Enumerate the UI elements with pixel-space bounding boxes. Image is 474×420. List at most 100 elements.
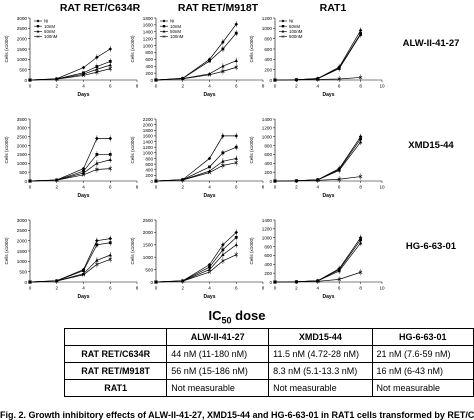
y-tick-label: 500: [145, 267, 153, 272]
y-axis-label: Cells (x1000): [249, 237, 254, 265]
x-tick-label: 0: [29, 185, 32, 190]
y-tick-label: 1000: [143, 255, 154, 260]
y-tick-label: 2000: [143, 230, 154, 235]
data-point: [95, 161, 99, 165]
y-tick-label: 1000: [17, 259, 28, 264]
data-point: [81, 173, 86, 177]
data-point: [337, 277, 341, 282]
x-tick-label: 10: [379, 84, 385, 89]
x-tick-label: 8: [136, 286, 139, 291]
data-point: [108, 241, 112, 245]
y-tick-label: 1500: [143, 243, 154, 248]
x-tick-label: 0: [274, 286, 277, 291]
data-point: [234, 22, 239, 26]
y-tick-label: 400: [264, 57, 272, 62]
x-tick-label: 4: [208, 185, 211, 190]
legend-label: 50nM: [289, 24, 300, 29]
x-axis-label: Days: [323, 92, 335, 98]
y-axis-label: Cells (x1000): [249, 35, 254, 63]
table-row: RAT RET/M918T 56 nM (15-186 nM) 8.3 nM (…: [63, 362, 474, 380]
y-axis-label: Cells (x1000): [4, 237, 9, 265]
y-tick-label: 600: [264, 47, 272, 52]
y-tick-label: 600: [264, 152, 272, 157]
y-tick-label: 3000: [17, 126, 28, 131]
y-tick-label: 1600: [143, 134, 154, 139]
y-tick-label: 2500: [17, 228, 28, 233]
x-tick-label: 0: [155, 84, 158, 89]
x-axis-label: Days: [204, 294, 216, 300]
table-row-label: RAT RET/C634R: [63, 345, 168, 363]
y-tick-label: 2500: [17, 135, 28, 140]
data-point: [234, 156, 238, 160]
y-tick-label: 1200: [262, 16, 273, 21]
data-point: [207, 267, 212, 271]
data-point: [337, 177, 341, 181]
y-tick-label: 1000: [17, 57, 28, 62]
data-point: [95, 136, 99, 141]
growth-chart-xmd-c634r: 0 500 1000 1500 2000 2500 3000 3500 0 2 4 6 8 Days Cel…: [4, 117, 139, 199]
legend-label: 50nM: [44, 29, 55, 34]
data-point: [95, 262, 99, 267]
growth-chart-alw-rat1: 0 200 400 600 800 1000 1200 0 2 4 6 8 10 Days Cells (x…: [249, 16, 385, 98]
y-tick-label: 0: [150, 179, 153, 184]
x-tick-label: 0: [155, 185, 158, 190]
data-point: [234, 65, 238, 69]
legend-label: 100nM: [289, 29, 303, 34]
data-point: [108, 157, 112, 162]
ic50-table: ALW-II-41-27 XMD15-44 HG-6-63-01 RAT RET…: [63, 328, 474, 397]
data-point: [81, 65, 86, 70]
data-point: [28, 280, 32, 284]
legend-marker: [281, 19, 285, 23]
data-point: [95, 153, 99, 156]
x-tick-label: 0: [29, 286, 32, 291]
data-point: [181, 77, 185, 81]
series-line: [274, 141, 361, 182]
x-tick-label: 2: [181, 185, 184, 190]
data-point: [358, 32, 363, 36]
data-point: [221, 163, 225, 168]
y-tick-label: 0: [24, 280, 27, 285]
y-axis-label: Cells (x1000): [4, 136, 9, 164]
data-point: [208, 165, 211, 169]
x-axis-label: Days: [204, 193, 216, 199]
y-tick-label: 500: [19, 269, 27, 274]
y-tick-label: 600: [264, 253, 272, 258]
legend-label: NI: [44, 19, 48, 24]
series-line: [155, 254, 237, 283]
y-tick-label: 800: [264, 244, 272, 249]
y-tick-label: 3500: [17, 117, 28, 122]
y-tick-label: 0: [24, 78, 27, 83]
column-title-m918t: RAT RET/M918T: [177, 2, 259, 14]
data-point: [95, 55, 99, 60]
x-tick-label: 4: [208, 84, 211, 89]
data-point: [221, 69, 225, 74]
table-cell: 16 nM (6-43 nM): [371, 362, 474, 380]
table-cell: 11.5 nM (4.72-28 nM): [268, 345, 373, 363]
data-point: [359, 238, 362, 242]
y-axis-label: Cells (x1000): [130, 237, 135, 265]
data-point: [316, 77, 320, 82]
column-title-rat1: RAT1: [319, 2, 347, 14]
legend-label: NI: [170, 19, 174, 24]
y-tick-label: 1500: [17, 47, 28, 52]
data-point: [181, 279, 185, 283]
data-point: [234, 58, 238, 63]
y-tick-label: 800: [264, 143, 272, 148]
data-point: [81, 273, 86, 277]
series-line: [29, 242, 111, 283]
data-point: [95, 67, 99, 71]
ic50-title: IC50 dose: [0, 308, 474, 326]
x-axis-label: Days: [204, 92, 216, 98]
data-point: [234, 145, 238, 149]
data-point: [316, 178, 320, 183]
data-point: [108, 63, 112, 67]
x-tick-label: 2: [295, 185, 298, 190]
data-point: [234, 253, 238, 257]
ic50-title-main: IC: [208, 308, 222, 323]
y-tick-label: 800: [264, 36, 272, 41]
data-point: [234, 160, 238, 165]
y-axis-label: Cells (x1000): [249, 136, 254, 164]
y-tick-label: 1800: [143, 128, 154, 133]
legend-marker: [281, 35, 285, 39]
legend-marker: [36, 29, 40, 33]
